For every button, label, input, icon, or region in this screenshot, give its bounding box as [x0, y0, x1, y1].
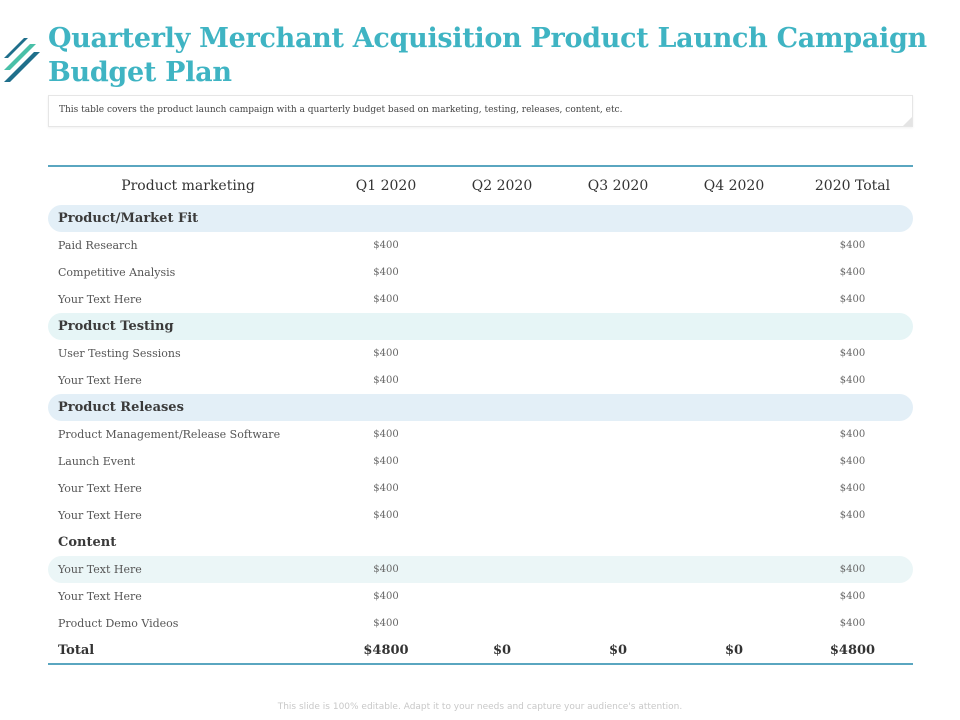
cell-total: $400	[839, 348, 866, 359]
logo-stripes-icon	[4, 38, 40, 82]
total-q4: $0	[724, 642, 744, 658]
page-title: Quarterly Merchant Acquisition Product L…	[48, 23, 927, 88]
cell-total: $400	[839, 240, 866, 251]
cell-q1: $400	[373, 618, 399, 629]
description-text: This table covers the product launch cam…	[59, 105, 623, 115]
section-label: Product/Market Fit	[58, 211, 199, 226]
section-label: Content	[58, 535, 117, 550]
total-year: $4800	[829, 642, 876, 658]
header-category: Product marketing	[121, 178, 255, 194]
table-row: Your Text Here $400 $400	[48, 367, 913, 394]
cell-q1: $400	[373, 429, 399, 440]
page-fold-icon	[903, 117, 912, 126]
cell-total: $400	[839, 456, 866, 467]
header-q3: Q3 2020	[587, 178, 649, 194]
section-row: Product/Market Fit	[48, 205, 913, 232]
table-row: Your Text Here $400 $400	[48, 583, 913, 610]
total-row: Total $4800 $0 $0 $0 $4800	[48, 637, 913, 663]
row-label: Your Text Here	[58, 563, 142, 576]
table-top-rule	[48, 165, 913, 167]
cell-q1: $400	[373, 240, 399, 251]
cell-q1: $400	[373, 456, 399, 467]
section-row: Product Testing	[48, 313, 913, 340]
row-highlight-band	[48, 556, 913, 583]
cell-q1: $400	[373, 510, 399, 521]
footer-note: This slide is 100% editable. Adapt it to…	[277, 702, 683, 712]
row-highlight-band	[48, 313, 913, 340]
total-q1: $4800	[363, 642, 409, 658]
cell-total: $400	[839, 564, 866, 575]
table-row: Your Text Here $400 $400	[48, 475, 913, 502]
section-label: Product Releases	[58, 400, 184, 415]
row-label: Your Text Here	[58, 482, 142, 495]
cell-total: $400	[839, 294, 866, 305]
row-highlight-band	[48, 394, 913, 421]
row-label: Competitive Analysis	[58, 266, 176, 279]
total-q2: $0	[492, 642, 512, 658]
cell-q1: $400	[373, 591, 399, 602]
table-bottom-rule	[48, 663, 913, 665]
cell-q1: $400	[373, 348, 399, 359]
cell-total: $400	[839, 618, 866, 629]
cell-total: $400	[839, 591, 866, 602]
cell-total: $400	[839, 483, 866, 494]
cell-total: $400	[839, 375, 866, 386]
table-header-row: Product marketing Q1 2020 Q2 2020 Q3 202…	[48, 167, 913, 205]
row-label: Your Text Here	[58, 374, 142, 387]
table-row: Your Text Here $400 $400	[48, 556, 913, 583]
section-row: Product Releases	[48, 394, 913, 421]
table-row: Product Demo Videos $400 $400	[48, 610, 913, 637]
header-q4: Q4 2020	[703, 178, 765, 194]
section-row: Content	[48, 529, 913, 556]
budget-table: Product marketing Q1 2020 Q2 2020 Q3 202…	[48, 165, 913, 665]
row-label: Paid Research	[58, 239, 138, 252]
row-label: Your Text Here	[58, 590, 142, 603]
section-label: Product Testing	[58, 319, 174, 334]
cell-q1: $400	[373, 375, 399, 386]
table-row: Paid Research $400 $400	[48, 232, 913, 259]
row-label: Your Text Here	[58, 509, 142, 522]
cell-q1: $400	[373, 267, 399, 278]
cell-q1: $400	[373, 294, 399, 305]
header-q1: Q1 2020	[355, 178, 417, 194]
total-label: Total	[58, 642, 95, 658]
total-q3: $0	[608, 642, 628, 658]
header-total: 2020 Total	[814, 178, 891, 194]
cell-q1: $400	[373, 564, 399, 575]
cell-total: $400	[839, 510, 866, 521]
row-label: Launch Event	[58, 455, 136, 468]
table-row: Launch Event $400 $400	[48, 448, 913, 475]
row-highlight-band	[48, 205, 913, 232]
row-label: Product Demo Videos	[58, 617, 179, 630]
row-label: Product Management/Release Software	[58, 428, 281, 441]
header-q2: Q2 2020	[471, 178, 533, 194]
table-row: Your Text Here $400 $400	[48, 286, 913, 313]
row-label: User Testing Sessions	[58, 347, 181, 360]
table-row: Product Management/Release Software $400…	[48, 421, 913, 448]
row-label: Your Text Here	[58, 293, 142, 306]
description-box: This table covers the product launch cam…	[48, 95, 913, 127]
cell-total: $400	[839, 429, 866, 440]
cell-q1: $400	[373, 483, 399, 494]
table-row: Your Text Here $400 $400	[48, 502, 913, 529]
cell-total: $400	[839, 267, 866, 278]
table-row: User Testing Sessions $400 $400	[48, 340, 913, 367]
table-row: Competitive Analysis $400 $400	[48, 259, 913, 286]
